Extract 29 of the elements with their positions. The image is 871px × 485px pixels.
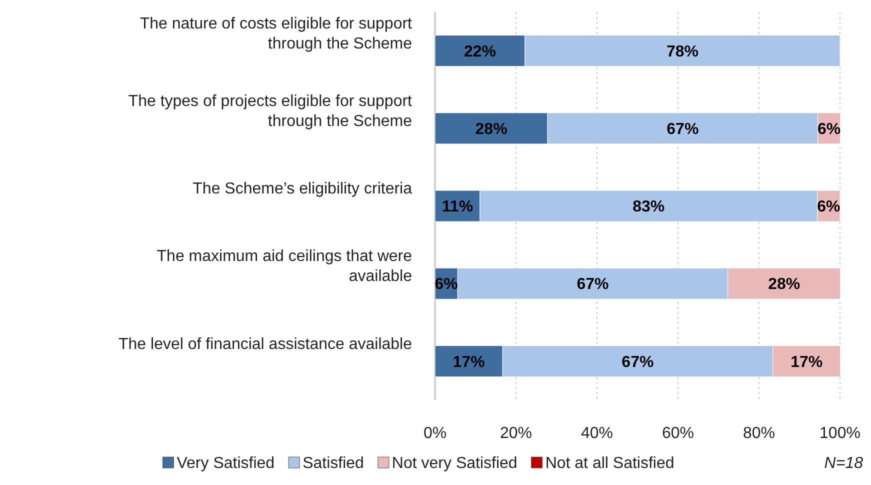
data-label: 6% — [818, 121, 841, 138]
data-label: 83% — [632, 198, 665, 216]
data-label: 17% — [790, 354, 823, 371]
x-tick-label: 20% — [500, 425, 532, 442]
y-tick-label: The level of financial assistance available — [118, 336, 412, 353]
x-tick-label: 0% — [423, 425, 447, 442]
legend-label: Not at all Satisfied — [545, 455, 674, 472]
y-tick-label: The maximum aid ceilings that were available — [156, 248, 412, 286]
text: N=18 — [824, 455, 864, 472]
data-label: 78% — [666, 43, 698, 60]
data-label: 67% — [622, 354, 654, 371]
data-label: 28% — [475, 121, 508, 138]
legend-label: Very Satisfied — [176, 455, 275, 472]
data-label: 22% — [464, 43, 496, 60]
y-tick-label: The nature of costs eligible for support through the Scheme — [140, 15, 413, 52]
y-tick-label: The types of projects eligible for support through the Scheme — [128, 93, 413, 130]
legend-label: Not very Satisfied — [392, 455, 518, 472]
data-label: 28% — [768, 276, 800, 294]
data-label: 67% — [666, 121, 699, 138]
data-label: 17% — [452, 354, 485, 371]
data-label: 11% — [442, 198, 474, 216]
x-tick-label: 60% — [662, 425, 694, 442]
x-tick-label: 80% — [742, 425, 776, 442]
data-label: 6% — [817, 198, 840, 216]
data-label: 67% — [576, 276, 609, 294]
x-tick-label: 40% — [580, 425, 614, 442]
x-tick-label: 100% — [820, 425, 860, 442]
legend-label: Satisfied — [302, 455, 364, 472]
y-tick-label: The Scheme’s eligibility criteria — [192, 180, 412, 198]
